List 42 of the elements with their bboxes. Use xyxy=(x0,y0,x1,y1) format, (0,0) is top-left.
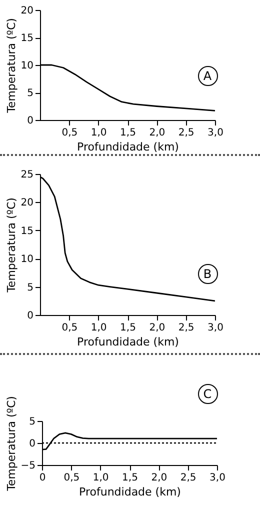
x-axis-title: Profundidade (km) xyxy=(77,140,179,154)
y-tick-label: 20 xyxy=(20,6,34,16)
y-axis-title: Temperatura (ºC) xyxy=(4,198,18,294)
x-tick-label: 1,5 xyxy=(122,472,138,484)
x-tick-label: 0,5 xyxy=(64,472,80,484)
x-tick-label: 3,0 xyxy=(208,322,224,334)
y-tick-label: 0 xyxy=(29,438,36,450)
x-tick-label: 2,5 xyxy=(178,322,194,334)
y-tick-label: 10 xyxy=(20,60,34,72)
annotation: A xyxy=(198,66,218,86)
y-tick-label: 0 xyxy=(27,310,34,322)
x-tick-label: 1,0 xyxy=(90,322,107,334)
x-tick-label: 0 xyxy=(39,472,46,484)
y-tick-label: 20 xyxy=(20,198,34,209)
x-tick-label: 2,0 xyxy=(149,128,166,138)
y-axis-title: Temperatura (ºC) xyxy=(4,396,18,492)
y-tick-label: −5 xyxy=(20,460,36,472)
x-tick-label: 2,5 xyxy=(180,472,196,484)
x-tick-label: 1,5 xyxy=(120,322,136,334)
x-tick-label: 1,0 xyxy=(90,128,107,138)
x-tick-label: 2,0 xyxy=(149,322,166,334)
x-axis-title: Profundidade (km) xyxy=(77,336,179,348)
x-tick-label: 0,5 xyxy=(62,322,78,334)
y-tick-label: 15 xyxy=(20,226,34,237)
y-tick-label: 15 xyxy=(20,33,34,44)
text: C xyxy=(198,384,218,404)
y-axis-title: Temperatura (ºC) xyxy=(4,18,18,114)
x-tick-label: 2,5 xyxy=(178,128,194,138)
y-tick-label: 5 xyxy=(29,416,36,428)
x-tick-label: 3,0 xyxy=(210,472,226,484)
x-tick-label: 3,0 xyxy=(208,128,224,138)
annotation: B xyxy=(198,264,218,284)
y-tick-label: 5 xyxy=(27,282,34,294)
x-tick-label: 0,5 xyxy=(62,128,78,138)
x-tick-label: 1,5 xyxy=(120,128,136,138)
x-tick-label: 2,0 xyxy=(151,472,168,484)
x-axis-title: Profundidade (km) xyxy=(79,486,181,498)
y-tick-label: 10 xyxy=(20,254,34,266)
y-tick-label: 5 xyxy=(27,88,34,99)
x-tick-label: 1,0 xyxy=(92,472,109,484)
y-tick-label: 0 xyxy=(27,116,34,126)
y-tick-label: 25 xyxy=(20,170,34,180)
